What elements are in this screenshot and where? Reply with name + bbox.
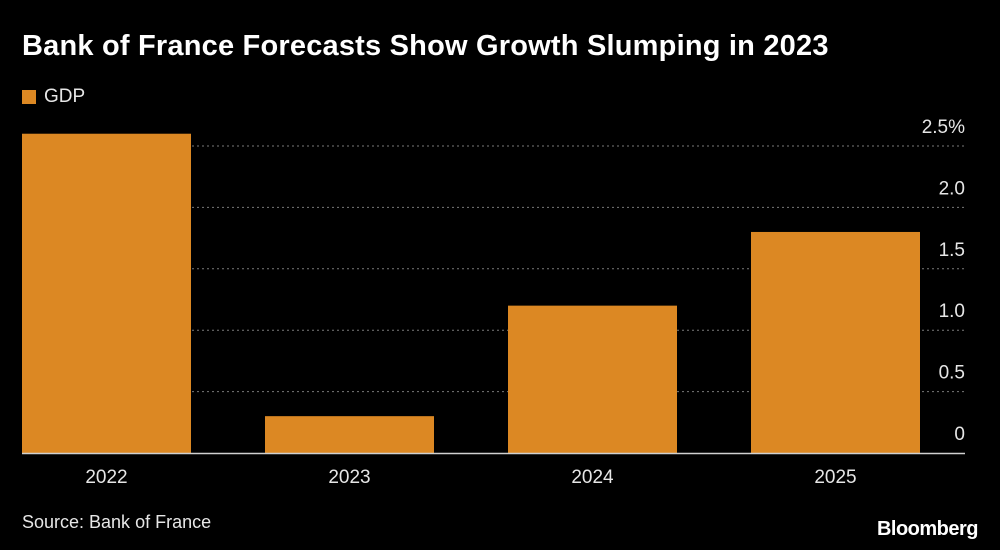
legend: GDP [22,86,85,108]
chart-title: Bank of France Forecasts Show Growth Slu… [22,30,829,62]
y-tick-label: 1.5 [939,240,965,261]
bloomberg-logo: Bloomberg [876,518,979,540]
y-tick-label: 0.5 [939,363,965,384]
bar-2022 [22,133,191,453]
y-tick-label: 0 [954,424,965,445]
legend-label-gdp: GDP [44,86,86,107]
bar-2023 [265,416,434,453]
y-tick-label: 2.5% [922,117,965,138]
y-tick-label: 2.0 [939,178,965,199]
bar-2024 [508,305,677,453]
y-tick-label: 1.0 [939,301,965,322]
x-tick-label: 2025 [814,467,856,488]
x-tick-label: 2022 [85,467,127,488]
x-tick-label: 2023 [328,467,370,488]
source-note: Source: Bank of France [22,512,212,532]
bar-2025 [751,231,920,453]
x-tick-label: 2024 [571,467,614,488]
legend-swatch-gdp [22,90,36,104]
